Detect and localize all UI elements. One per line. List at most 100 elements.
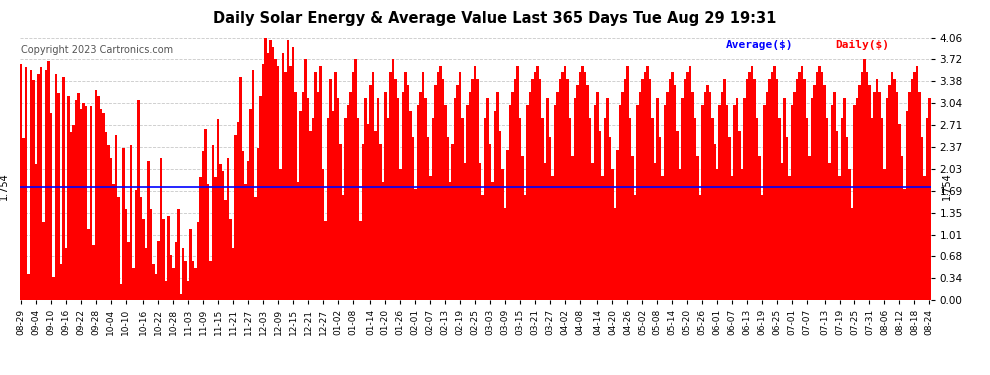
Bar	[806, 118, 808, 300]
Bar	[85, 106, 87, 300]
Bar	[446, 137, 449, 300]
Bar	[898, 124, 901, 300]
Bar	[860, 72, 863, 300]
Bar	[666, 92, 668, 300]
Bar	[801, 66, 803, 300]
Bar	[159, 158, 162, 300]
Bar	[72, 125, 74, 300]
Bar	[40, 67, 43, 300]
Bar	[456, 86, 459, 300]
Bar	[850, 208, 853, 300]
Bar	[709, 92, 711, 300]
Bar	[719, 105, 721, 300]
Bar	[699, 195, 701, 300]
Bar	[402, 92, 404, 300]
Bar	[604, 118, 606, 300]
Bar	[62, 77, 64, 300]
Bar	[681, 98, 683, 300]
Bar	[876, 79, 878, 300]
Bar	[90, 106, 92, 300]
Bar	[269, 40, 272, 300]
Bar	[745, 79, 748, 300]
Bar	[137, 100, 140, 300]
Bar	[701, 105, 704, 300]
Bar	[871, 118, 873, 300]
Bar	[589, 118, 591, 300]
Text: 1.754: 1.754	[0, 173, 9, 201]
Text: Daily Solar Energy & Average Value Last 365 Days Tue Aug 29 19:31: Daily Solar Energy & Average Value Last …	[213, 11, 777, 26]
Bar	[162, 219, 164, 300]
Bar	[394, 79, 397, 300]
Bar	[648, 79, 651, 300]
Bar	[551, 176, 553, 300]
Bar	[294, 92, 297, 300]
Bar	[451, 144, 454, 300]
Bar	[686, 72, 689, 300]
Bar	[734, 105, 736, 300]
Bar	[678, 170, 681, 300]
Bar	[50, 112, 52, 300]
Bar	[519, 118, 522, 300]
Bar	[54, 74, 57, 300]
Bar	[481, 195, 484, 300]
Bar	[881, 118, 883, 300]
Bar	[379, 144, 381, 300]
Bar	[824, 86, 826, 300]
Bar	[215, 177, 217, 300]
Bar	[148, 161, 149, 300]
Bar	[566, 79, 569, 300]
Bar	[345, 118, 346, 300]
Bar	[819, 66, 821, 300]
Bar	[235, 135, 237, 300]
Bar	[177, 210, 179, 300]
Bar	[888, 86, 891, 300]
Bar	[43, 222, 45, 300]
Bar	[464, 163, 466, 300]
Bar	[763, 105, 766, 300]
Bar	[249, 109, 251, 300]
Bar	[539, 79, 542, 300]
Bar	[361, 144, 364, 300]
Bar	[212, 145, 215, 300]
Bar	[673, 86, 676, 300]
Bar	[574, 98, 576, 300]
Bar	[247, 161, 249, 300]
Bar	[167, 216, 169, 300]
Bar	[87, 229, 90, 300]
Bar	[127, 242, 130, 300]
Bar	[454, 98, 456, 300]
Bar	[202, 151, 205, 300]
Bar	[731, 176, 734, 300]
Bar	[689, 66, 691, 300]
Bar	[122, 148, 125, 300]
Bar	[335, 72, 337, 300]
Bar	[726, 105, 729, 300]
Bar	[20, 64, 23, 300]
Bar	[337, 98, 340, 300]
Bar	[461, 118, 464, 300]
Bar	[174, 242, 177, 300]
Bar	[908, 92, 911, 300]
Bar	[346, 105, 349, 300]
Bar	[786, 137, 788, 300]
Bar	[479, 163, 481, 300]
Bar	[637, 105, 639, 300]
Bar	[242, 151, 245, 300]
Bar	[69, 132, 72, 300]
Bar	[172, 268, 174, 300]
Bar	[169, 255, 172, 300]
Bar	[307, 98, 309, 300]
Bar	[642, 79, 644, 300]
Bar	[621, 92, 624, 300]
Bar	[97, 96, 100, 300]
Bar	[115, 135, 117, 300]
Bar	[427, 137, 429, 300]
Bar	[858, 86, 860, 300]
Bar	[404, 72, 407, 300]
Bar	[663, 105, 666, 300]
Bar	[187, 280, 189, 300]
Bar	[845, 137, 848, 300]
Bar	[245, 184, 247, 300]
Bar	[563, 66, 566, 300]
Bar	[596, 92, 599, 300]
